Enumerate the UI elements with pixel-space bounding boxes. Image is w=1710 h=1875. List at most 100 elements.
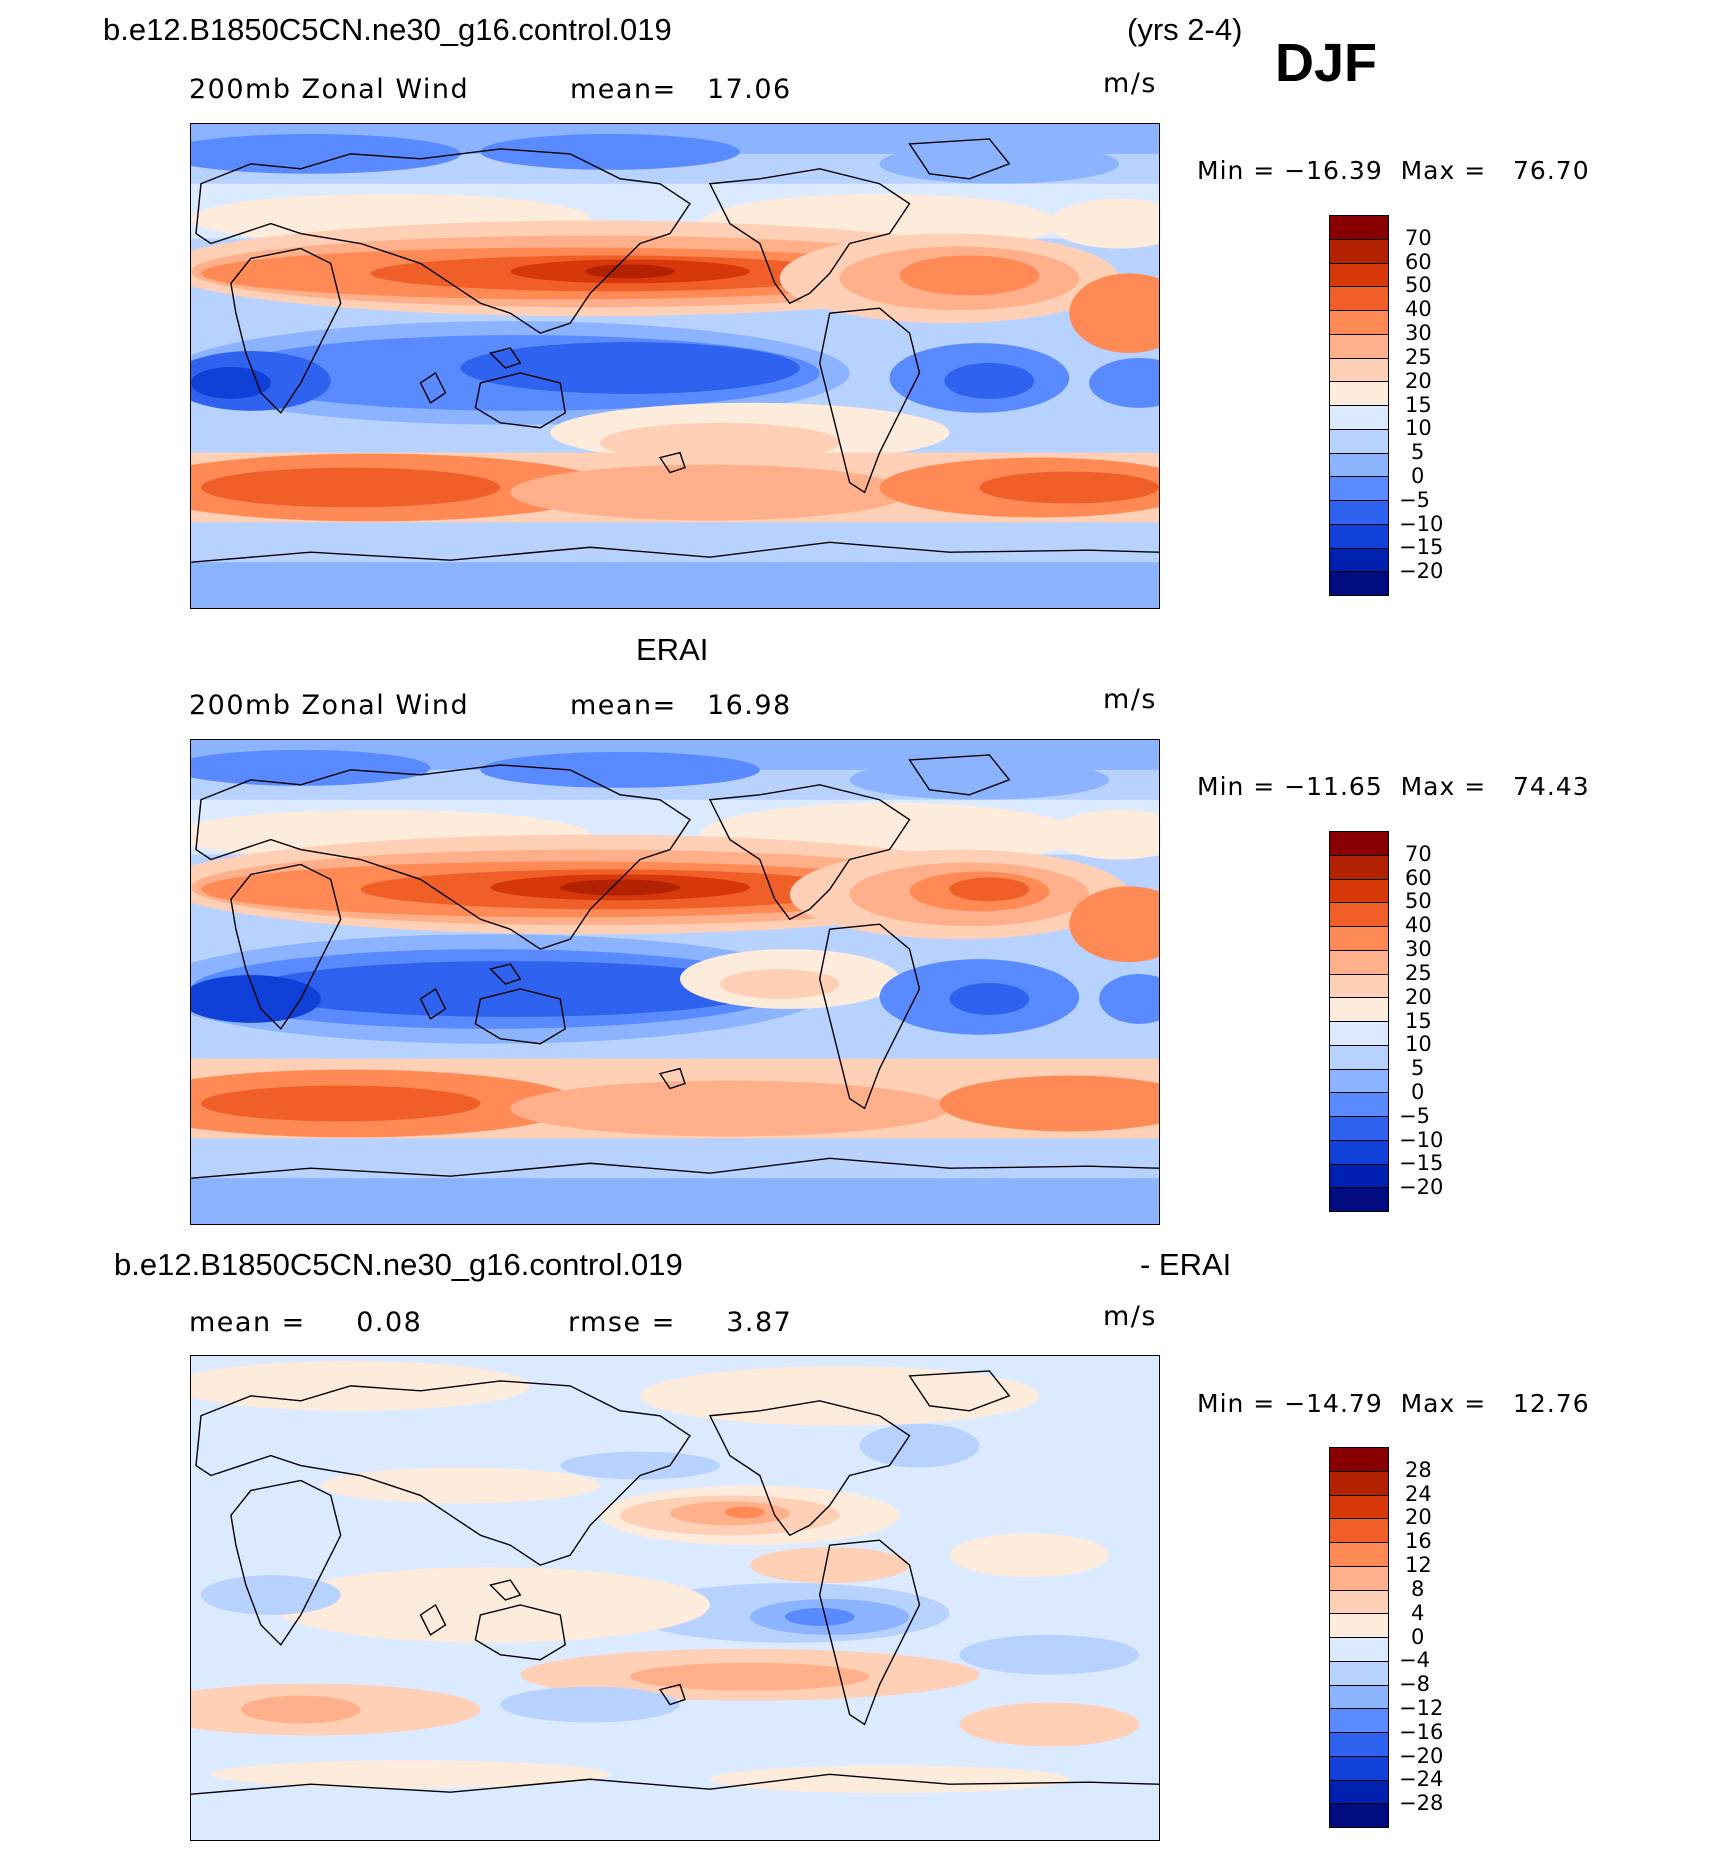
panel3-mean: mean = 0.08 [189, 1307, 423, 1338]
colorbar-label: 0 [1411, 463, 1425, 488]
panel3-title-left: b.e12.B1850C5CN.ne30_g16.control.019 [114, 1247, 683, 1282]
colorbar-swatch [1330, 1188, 1388, 1211]
colorbar-swatch [1330, 477, 1388, 501]
colorbar-swatch [1330, 1614, 1388, 1638]
colorbar-label: 15 [1405, 392, 1432, 417]
colorbar-label: −12 [1399, 1695, 1444, 1720]
colorbar-label: −20 [1399, 559, 1444, 584]
colorbar-swatch [1330, 548, 1388, 573]
colorbar-label: −4 [1399, 1648, 1430, 1673]
colorbar-label: 60 [1405, 249, 1432, 274]
colorbar-label: 25 [1405, 960, 1432, 985]
colorbar-label: 15 [1405, 1008, 1432, 1033]
colorbar-label: 30 [1405, 321, 1432, 346]
panel2-units: m/s [1103, 684, 1157, 715]
colorbar-swatch [1330, 855, 1388, 880]
colorbar-swatch [1330, 1685, 1388, 1710]
colorbar-label: −10 [1399, 1127, 1444, 1152]
colorbar-label: 16 [1405, 1529, 1432, 1554]
colorbar-swatch [1330, 1543, 1388, 1567]
colorbar-label: −5 [1399, 487, 1430, 512]
colorbar-label: 40 [1405, 297, 1432, 322]
colorbar-swatch [1330, 1733, 1388, 1757]
colorbar-label: 4 [1411, 1600, 1425, 1625]
colorbar-label: −15 [1399, 535, 1444, 560]
colorbar-swatch [1330, 358, 1388, 383]
colorbar-label: 10 [1405, 1032, 1432, 1057]
panel2-colorbar-labels: 70 60 50 40 30 25 20 15 10 5 0 −5 −10 −15 −20 [1399, 831, 1485, 1212]
panel3-title-right: - ERAI [1140, 1247, 1232, 1282]
panel1-minmax: Min = −16.39 Max = 76.70 [1197, 156, 1590, 185]
panel2-minmax: Min = −11.65 Max = 74.43 [1197, 772, 1590, 801]
colorbar-label: 20 [1405, 1505, 1432, 1530]
years-label: (yrs 2-4) [1127, 12, 1243, 47]
colorbar-swatch [1330, 1045, 1388, 1070]
colorbar-swatch [1330, 334, 1388, 359]
colorbar-label: −5 [1399, 1103, 1430, 1128]
colorbar-swatch [1330, 1448, 1388, 1472]
colorbar-swatch [1330, 998, 1388, 1022]
colorbar-swatch [1330, 1495, 1388, 1520]
colorbar-swatch [1330, 832, 1388, 856]
colorbar-swatch [1330, 1093, 1388, 1117]
colorbar-swatch [1330, 429, 1388, 454]
panel3-map [190, 1355, 1160, 1841]
colorbar-label: 28 [1405, 1457, 1432, 1482]
colorbar-label: 0 [1411, 1624, 1425, 1649]
panel1-mean: mean= 17.06 [570, 74, 792, 105]
case-title: b.e12.B1850C5CN.ne30_g16.control.019 [103, 12, 672, 47]
colorbar-swatch [1330, 1709, 1388, 1733]
colorbar-label: 20 [1405, 984, 1432, 1009]
colorbar-swatch [1330, 1140, 1388, 1165]
colorbar-swatch [1330, 406, 1388, 430]
colorbar-swatch [1330, 1519, 1388, 1543]
colorbar-label: −10 [1399, 511, 1444, 536]
colorbar-swatch [1330, 501, 1388, 525]
colorbar-label: 50 [1405, 273, 1432, 298]
colorbar-swatch [1330, 974, 1388, 999]
panel1-field-label: 200mb Zonal Wind [189, 74, 470, 105]
colorbar-label: 10 [1405, 416, 1432, 441]
colorbar-swatch [1330, 572, 1388, 595]
colorbar-label: −24 [1399, 1767, 1444, 1792]
colorbar-label: 40 [1405, 913, 1432, 938]
colorbar-swatch [1330, 950, 1388, 975]
panel3-colorbar [1329, 1447, 1389, 1828]
colorbar-swatch [1330, 1780, 1388, 1805]
panel3-minmax: Min = −14.79 Max = 12.76 [1197, 1389, 1590, 1418]
colorbar-label: −28 [1399, 1791, 1444, 1816]
colorbar-swatch [1330, 1756, 1388, 1781]
colorbar-swatch [1330, 287, 1388, 311]
panel1-colorbar [1329, 215, 1389, 596]
panel2-colorbar [1329, 831, 1389, 1212]
colorbar-swatch [1330, 1566, 1388, 1591]
colorbar-label: 5 [1411, 1056, 1425, 1081]
panel2-mean: mean= 16.98 [570, 690, 792, 721]
colorbar-swatch [1330, 1069, 1388, 1094]
season-label: DJF [1275, 33, 1378, 93]
colorbar-label: 30 [1405, 937, 1432, 962]
colorbar-swatch [1330, 879, 1388, 904]
colorbar-swatch [1330, 1164, 1388, 1189]
colorbar-swatch [1330, 453, 1388, 478]
colorbar-label: 50 [1405, 889, 1432, 914]
colorbar-label: 12 [1405, 1553, 1432, 1578]
colorbar-label: −20 [1399, 1175, 1444, 1200]
panel3-rmse: rmse = 3.87 [568, 1307, 793, 1338]
panel1-map [190, 123, 1160, 609]
colorbar-label: 20 [1405, 368, 1432, 393]
panel2-title: ERAI [636, 632, 709, 667]
colorbar-swatch [1330, 1022, 1388, 1046]
colorbar-label: 24 [1405, 1481, 1432, 1506]
colorbar-swatch [1330, 1661, 1388, 1686]
colorbar-label: 60 [1405, 865, 1432, 890]
panel1-units: m/s [1103, 68, 1157, 99]
colorbar-swatch [1330, 903, 1388, 927]
panel3-units: m/s [1103, 1301, 1157, 1332]
colorbar-swatch [1330, 1638, 1388, 1662]
colorbar-label: 0 [1411, 1079, 1425, 1104]
colorbar-label: 70 [1405, 225, 1432, 250]
colorbar-label: 8 [1411, 1576, 1425, 1601]
colorbar-swatch [1330, 263, 1388, 288]
colorbar-swatch [1330, 216, 1388, 240]
